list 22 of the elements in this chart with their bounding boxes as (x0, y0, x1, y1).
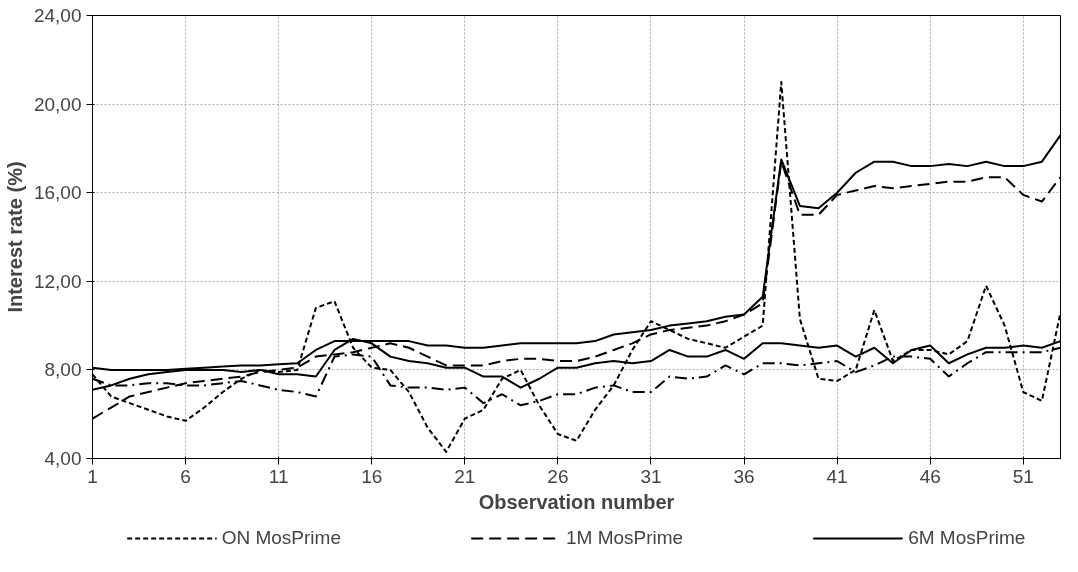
x-tick-label: 6 (180, 465, 191, 487)
legend-label: ON MosPrime (221, 526, 341, 549)
x-axis-title: Observation number (478, 490, 675, 513)
y-tick-label: 4,00 (44, 448, 82, 469)
x-tick-label: 1 (87, 465, 98, 487)
legend-label: 1M MosPrime (565, 526, 684, 549)
y-tick-label: 24,00 (33, 5, 82, 26)
y-tick-label: 16,00 (33, 182, 82, 204)
x-tick-label: 11 (268, 465, 289, 487)
x-tick-label: 36 (733, 465, 755, 487)
y-tick-label: 20,00 (33, 93, 82, 115)
y-axis-title: Interest rate (%) (3, 161, 26, 313)
x-tick-label: 31 (640, 465, 662, 487)
y-tick-label: 12,00 (33, 270, 82, 292)
x-tick-label: 46 (919, 465, 941, 487)
x-tick-label: 21 (454, 465, 476, 487)
legend-label: 6M MosPrime (908, 526, 1026, 549)
y-tick-label: 8,00 (44, 359, 82, 381)
x-tick-label: 51 (1012, 465, 1034, 487)
x-tick-label: 16 (361, 465, 383, 487)
x-tick-label: 41 (826, 465, 848, 487)
x-tick-label: 26 (547, 465, 569, 487)
